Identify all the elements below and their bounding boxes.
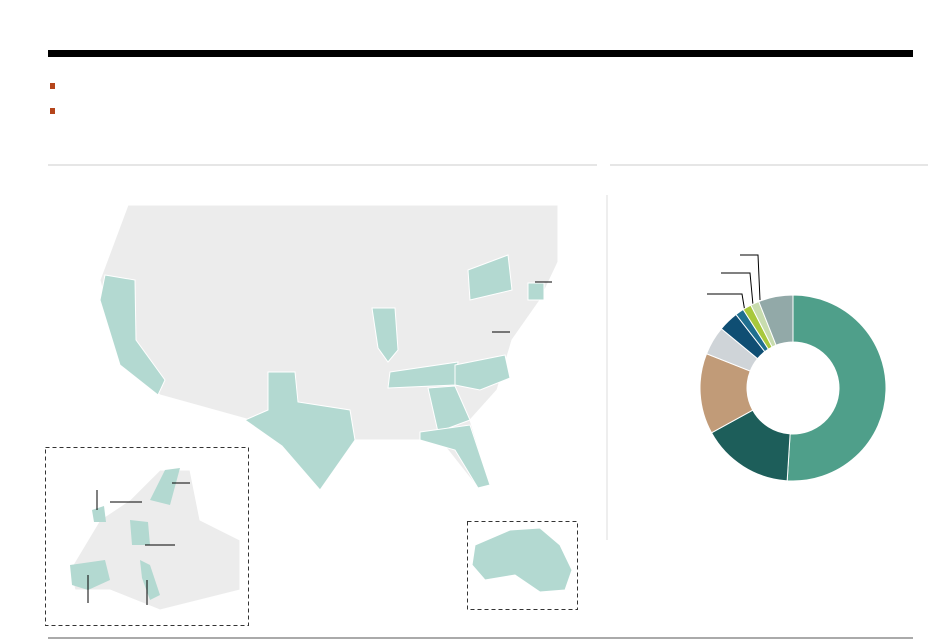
donut-slice bbox=[758, 294, 794, 346]
country bbox=[140, 560, 160, 600]
leader-line bbox=[707, 293, 746, 313]
state bbox=[419, 424, 491, 489]
europe-outline bbox=[69, 469, 241, 611]
australia-inset bbox=[467, 521, 578, 610]
country bbox=[92, 506, 106, 522]
state bbox=[99, 274, 166, 396]
bullet bbox=[50, 108, 55, 114]
state bbox=[467, 254, 513, 301]
us-map bbox=[99, 204, 559, 491]
leader-lines bbox=[707, 254, 761, 313]
leader-line bbox=[721, 272, 754, 306]
state bbox=[371, 307, 399, 363]
country bbox=[150, 468, 180, 505]
state bbox=[243, 371, 356, 491]
europe-map bbox=[69, 468, 241, 611]
bullet bbox=[50, 83, 55, 89]
donut-slice bbox=[786, 294, 887, 482]
state bbox=[454, 354, 511, 391]
country bbox=[130, 520, 150, 545]
europe-inset bbox=[45, 447, 249, 626]
state bbox=[527, 282, 545, 301]
country bbox=[70, 560, 110, 590]
header-bar bbox=[48, 50, 913, 57]
leader-line bbox=[740, 254, 761, 301]
donut-chart bbox=[699, 294, 887, 482]
australia-map bbox=[471, 527, 573, 593]
state bbox=[427, 385, 471, 433]
